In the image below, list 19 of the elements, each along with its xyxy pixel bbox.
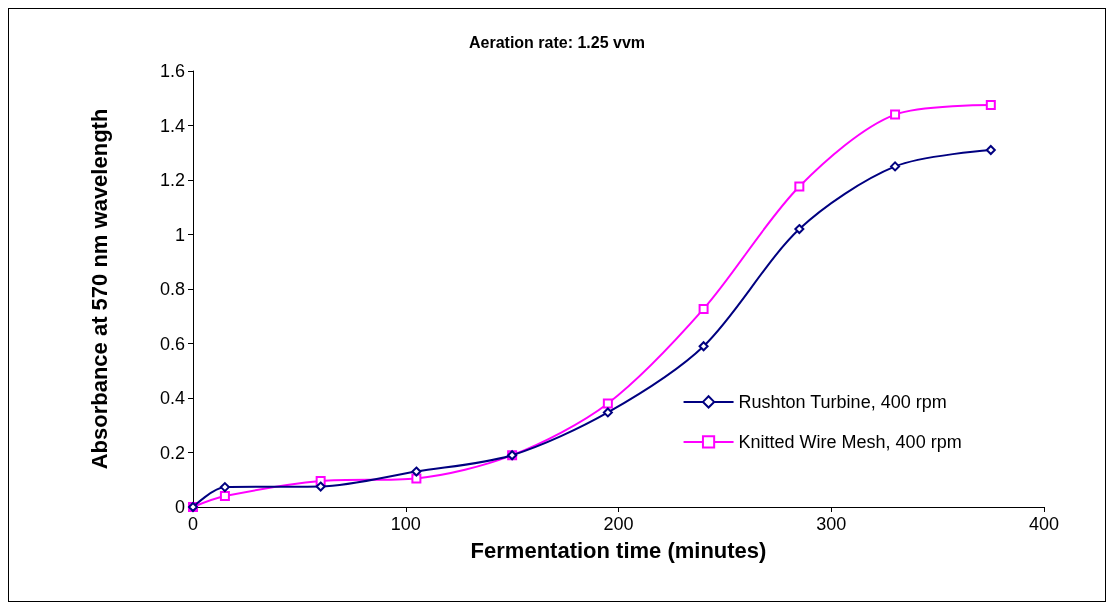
y-tick-label: 1 (174, 224, 185, 245)
x-tick-label: 300 (816, 514, 847, 534)
legend-label: Rushton Turbine, 400 rpm (738, 391, 947, 412)
chart-title: Aeration rate: 1.25 vvm (468, 33, 646, 51)
y-tick-label: 1.6 (159, 61, 185, 81)
x-tick-label: 200 (603, 514, 634, 534)
y-tick-label: 0.6 (159, 333, 185, 354)
y-tick-label: 1.4 (159, 115, 185, 136)
legend-label: Knitted Wire Mesh, 400 rpm (738, 431, 962, 452)
y-tick-label: 1.2 (159, 170, 185, 190)
y-axis-title: Absorbance at 570 nm wavelength (86, 108, 112, 470)
x-tick-label: 100 (390, 514, 421, 534)
x-tick-label: 0 (187, 514, 199, 534)
y-tick-label: 0 (174, 497, 185, 517)
y-tick-label: 0.4 (159, 388, 185, 408)
y-tick-label: 0.8 (159, 279, 185, 299)
y-tick-label: 0.2 (159, 442, 185, 463)
x-axis-title: Fermentation time (minutes) (470, 537, 767, 563)
x-tick-label: 400 (1028, 514, 1060, 534)
